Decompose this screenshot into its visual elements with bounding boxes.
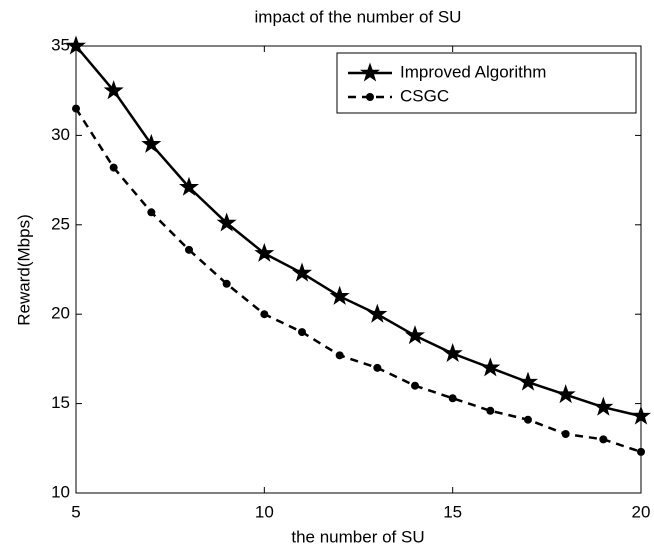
- marker: [335, 351, 344, 360]
- marker: [524, 415, 532, 424]
- marker: [637, 447, 645, 456]
- marker: [411, 381, 419, 390]
- marker: [109, 163, 118, 172]
- marker: [291, 262, 313, 282]
- plot-area: [75, 45, 642, 494]
- marker: [373, 363, 382, 372]
- marker: [298, 328, 306, 337]
- marker: [448, 394, 457, 403]
- marker: [329, 285, 350, 305]
- x-axis-label: the number of SU: [291, 527, 424, 546]
- marker: [147, 208, 156, 217]
- marker: [486, 406, 495, 415]
- marker: [555, 384, 576, 404]
- y-tick-label: 20: [51, 304, 70, 323]
- chart-title: impact of the number of SU: [255, 7, 462, 26]
- y-tick-label: 25: [51, 214, 70, 233]
- y-tick-label: 35: [51, 35, 70, 54]
- series-line: [74, 107, 642, 454]
- legend-marker: [359, 62, 381, 82]
- marker: [178, 176, 200, 196]
- marker: [599, 435, 608, 444]
- legend-marker: [366, 93, 374, 101]
- marker: [260, 310, 269, 319]
- y-tick-label: 15: [51, 393, 70, 412]
- y-tick-label: 30: [51, 125, 70, 144]
- marker: [404, 325, 426, 345]
- x-tick-label: 5: [71, 502, 80, 521]
- marker: [480, 357, 501, 377]
- marker: [216, 212, 237, 232]
- marker: [141, 133, 162, 153]
- marker: [630, 405, 652, 425]
- marker: [254, 242, 275, 262]
- x-tick-label: 15: [443, 502, 462, 521]
- marker: [367, 303, 388, 323]
- marker: [185, 245, 193, 254]
- y-tick-label: 10: [51, 482, 70, 501]
- marker: [593, 396, 614, 416]
- series-line: [75, 45, 642, 418]
- marker: [65, 35, 87, 55]
- legend-label: Improved Algorithm: [400, 62, 546, 81]
- marker: [561, 429, 570, 438]
- legend-label: CSGC: [400, 86, 449, 105]
- x-tick-label: 10: [255, 502, 274, 521]
- marker: [103, 80, 124, 100]
- marker: [517, 371, 539, 391]
- legend-box: [336, 52, 637, 114]
- x-tick-label: 20: [632, 502, 651, 521]
- marker: [442, 343, 463, 363]
- y-axis-label: Reward(Mbps): [14, 214, 33, 325]
- marker: [222, 279, 231, 288]
- marker: [72, 104, 80, 113]
